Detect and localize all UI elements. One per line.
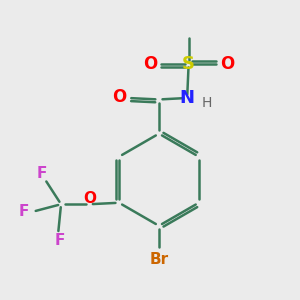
Text: F: F [19,204,29,219]
Text: F: F [37,166,47,181]
Text: N: N [180,89,195,107]
Text: Br: Br [149,252,169,267]
Text: O: O [220,55,234,73]
Text: O: O [83,191,96,206]
Text: S: S [182,55,195,73]
Text: H: H [201,96,212,110]
Text: O: O [143,55,157,73]
Text: O: O [112,88,127,106]
Text: F: F [54,233,65,248]
